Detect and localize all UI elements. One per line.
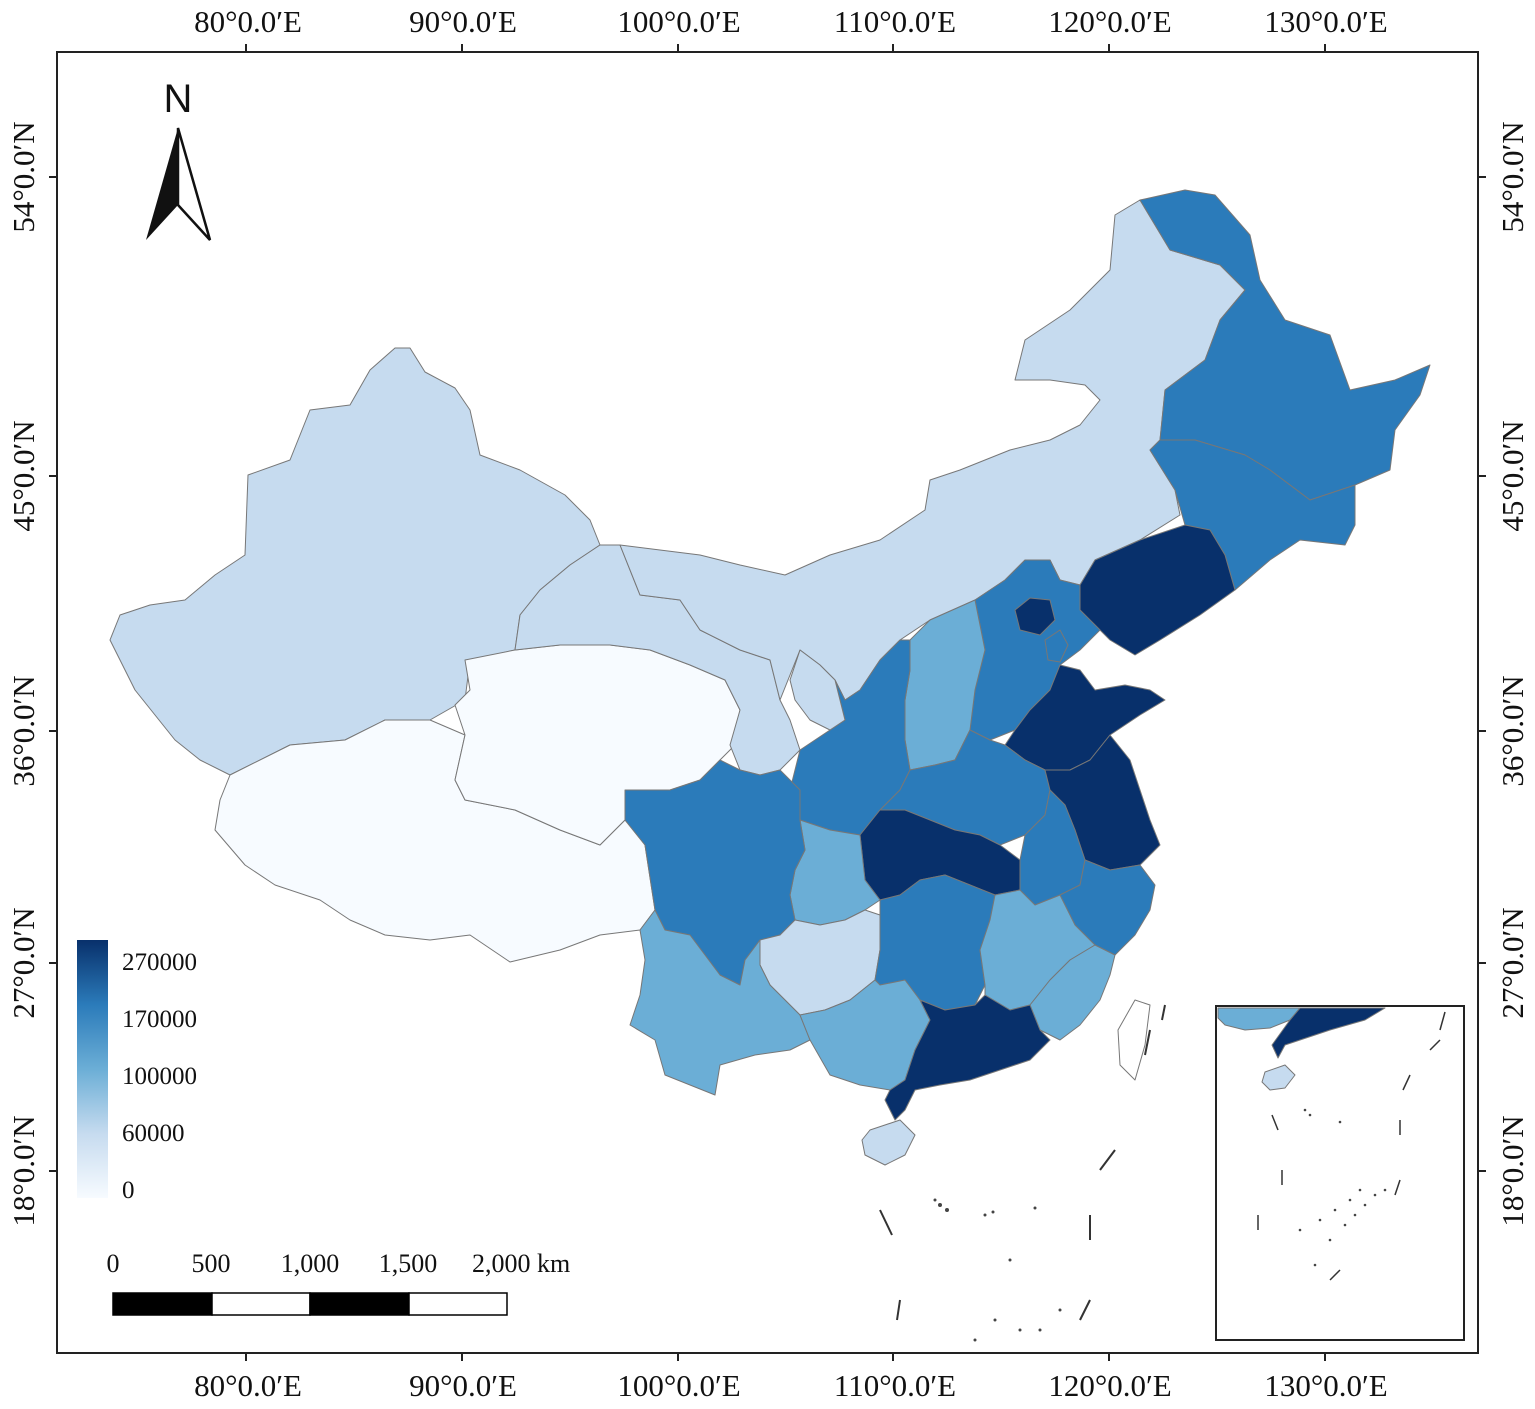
legend-label-270000: 270000 xyxy=(122,949,197,976)
inset-map xyxy=(1215,1005,1465,1341)
region-tianjin xyxy=(1044,629,1069,663)
lat-label-left-45: 45°0.0′N xyxy=(6,420,41,531)
region-zhejiang xyxy=(1059,859,1156,956)
lon-label-top-80: 80°0.0′E xyxy=(194,4,302,39)
latitude-ticks xyxy=(49,176,1486,1172)
lat-label-right-45: 45°0.0′N xyxy=(1495,420,1530,531)
scale-label-1000: 1,000 xyxy=(281,1249,340,1278)
lat-label-right-18: 18°0.0′N xyxy=(1495,1115,1530,1226)
legend-color-bar xyxy=(77,940,108,1198)
lon-label-bottom-100: 100°0.0′E xyxy=(617,1368,740,1403)
inset-region-guangdong xyxy=(1271,1007,1386,1059)
scale-segment-1 xyxy=(112,1292,213,1316)
region-hainan xyxy=(861,1119,916,1166)
region-taiwan xyxy=(1117,999,1151,1081)
region-ningxia xyxy=(789,649,846,731)
legend-label-60000: 60000 xyxy=(122,1120,185,1147)
south-sea-dashes xyxy=(879,1004,1166,1321)
region-fujian xyxy=(1029,944,1116,1041)
legend-label-170000: 170000 xyxy=(122,1006,197,1033)
lon-label-bottom-80: 80°0.0′E xyxy=(194,1368,302,1403)
scale-label-500: 500 xyxy=(192,1249,231,1278)
scale-segment-3 xyxy=(309,1292,410,1316)
lon-label-top-90: 90°0.0′E xyxy=(409,4,517,39)
scale-label-2000: 2,000 km xyxy=(472,1249,570,1278)
inset-frame xyxy=(1215,1005,1465,1341)
scale-segment-4 xyxy=(408,1292,508,1316)
lon-label-bottom-110: 110°0.0′E xyxy=(834,1368,956,1403)
south-sea-islands xyxy=(933,1198,1062,1342)
north-arrow-right-half xyxy=(176,127,212,241)
lat-label-right-54: 54°0.0′N xyxy=(1495,121,1530,232)
north-arrow: N xyxy=(146,77,212,241)
legend: 270000 170000 100000 60000 0 xyxy=(77,940,197,1204)
region-hunan xyxy=(874,874,996,1011)
lat-label-left-36: 36°0.0′N xyxy=(6,675,41,786)
lat-label-left-54: 54°0.0′N xyxy=(6,121,41,232)
lat-label-left-27: 27°0.0′N xyxy=(6,907,41,1018)
region-guangdong xyxy=(884,994,1051,1121)
lon-label-bottom-120: 120°0.0′E xyxy=(1048,1368,1171,1403)
lon-label-top-110: 110°0.0′E xyxy=(834,4,956,39)
north-arrow-left-half xyxy=(146,128,178,240)
region-gansu xyxy=(514,544,801,776)
lon-label-bottom-130: 130°0.0′E xyxy=(1264,1368,1387,1403)
scale-label-1500: 1,500 xyxy=(379,1249,438,1278)
north-arrow-label: N xyxy=(164,77,193,121)
scale-segment-2 xyxy=(211,1292,311,1316)
legend-label-0: 0 xyxy=(122,1177,135,1204)
legend-label-100000: 100000 xyxy=(122,1063,197,1090)
region-heilongjiang xyxy=(1139,189,1431,501)
inset-region-hainan xyxy=(1261,1064,1296,1091)
lat-label-right-27: 27°0.0′N xyxy=(1495,907,1530,1018)
lon-label-bottom-90: 90°0.0′E xyxy=(409,1368,517,1403)
scale-bar: 0 500 1,000 1,500 2,000 km xyxy=(107,1249,570,1316)
lat-label-right-36: 36°0.0′N xyxy=(1495,675,1530,786)
province-layer xyxy=(109,189,1431,1166)
lon-label-top-100: 100°0.0′E xyxy=(617,4,740,39)
map-frame xyxy=(56,51,1479,1354)
lon-label-top-120: 120°0.0′E xyxy=(1048,4,1171,39)
lat-label-left-18: 18°0.0′N xyxy=(6,1115,41,1226)
longitude-ticks xyxy=(245,44,1326,1361)
region-beijing xyxy=(1014,597,1056,636)
lon-label-top-130: 130°0.0′E xyxy=(1264,4,1387,39)
scale-label-0: 0 xyxy=(107,1249,120,1278)
